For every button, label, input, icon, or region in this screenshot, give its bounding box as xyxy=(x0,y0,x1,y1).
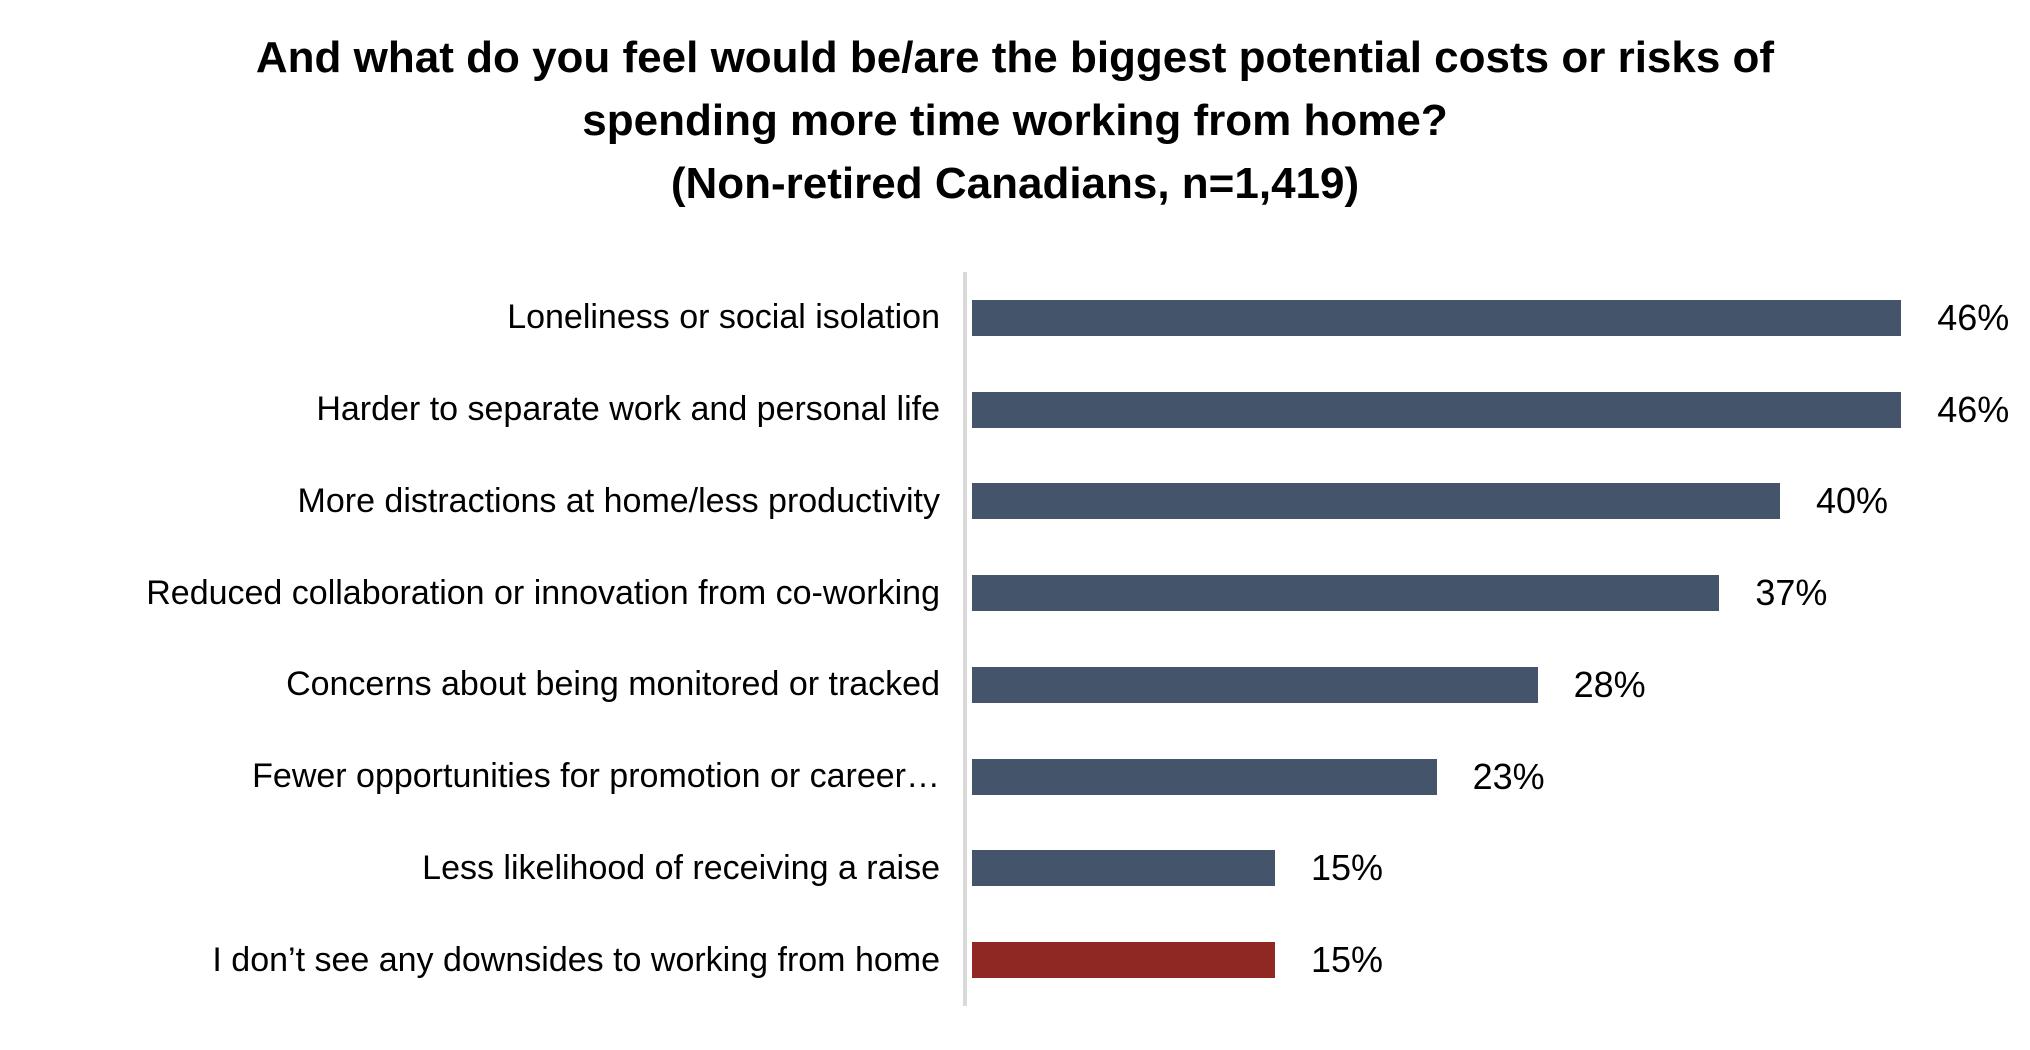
bar-track: 23% xyxy=(972,756,1982,798)
bar xyxy=(972,850,1275,887)
plot-area: Loneliness or social isolation 46% Harde… xyxy=(0,272,2030,1006)
value-label: 37% xyxy=(1755,572,1828,614)
value-label: 46% xyxy=(1937,388,2010,430)
bar xyxy=(972,483,1780,520)
chart-title: And what do you feel would be/are the bi… xyxy=(0,26,2030,215)
bar xyxy=(972,942,1275,979)
chart-title-line-2: spending more time working from home? xyxy=(582,96,1448,145)
category-label: More distractions at home/less productiv… xyxy=(297,481,940,520)
chart-title-line-3: (Non-retired Canadians, n=1,419) xyxy=(670,159,1360,208)
bar xyxy=(972,391,1902,428)
value-label: 46% xyxy=(1937,296,2010,338)
bar-row: Fewer opportunities for promotion or car… xyxy=(0,731,2030,823)
bar-track: 46% xyxy=(972,389,2009,431)
bar-row: Reduced collaboration or innovation from… xyxy=(0,547,2030,639)
category-label: Reduced collaboration or innovation from… xyxy=(146,573,940,612)
value-label: 28% xyxy=(1573,663,1646,705)
bar xyxy=(972,575,1720,612)
category-label: Loneliness or social isolation xyxy=(507,298,940,337)
category-label: Harder to separate work and personal lif… xyxy=(316,390,940,429)
axis-line xyxy=(963,272,967,1006)
bar-row: I don’t see any downsides to working fro… xyxy=(0,914,2030,1006)
value-label: 15% xyxy=(1311,939,1384,981)
bar xyxy=(972,666,1538,703)
value-label: 15% xyxy=(1311,847,1384,889)
bar-row: Less likelihood of receiving a raise 15% xyxy=(0,823,2030,915)
bar-row: Harder to separate work and personal lif… xyxy=(0,364,2030,456)
bar-rows: Loneliness or social isolation 46% Harde… xyxy=(0,272,2030,1006)
bar-track: 15% xyxy=(972,847,1982,889)
value-label: 40% xyxy=(1816,480,1889,522)
category-label: Less likelihood of receiving a raise xyxy=(422,848,940,887)
bar-row: More distractions at home/less productiv… xyxy=(0,456,2030,548)
category-label: Concerns about being monitored or tracke… xyxy=(286,665,940,704)
bar-row: Loneliness or social isolation 46% xyxy=(0,272,2030,364)
bar-row: Concerns about being monitored or tracke… xyxy=(0,639,2030,731)
bar-track: 28% xyxy=(972,664,1982,706)
value-label: 23% xyxy=(1472,755,1545,797)
bar-track: 15% xyxy=(972,939,1982,981)
bar xyxy=(972,758,1437,795)
bar xyxy=(972,299,1902,336)
category-label: Fewer opportunities for promotion or car… xyxy=(252,757,940,796)
category-label: I don’t see any downsides to working fro… xyxy=(212,940,940,979)
bar-track: 46% xyxy=(972,297,2009,339)
bar-track: 37% xyxy=(972,572,1982,614)
chart-title-line-1: And what do you feel would be/are the bi… xyxy=(255,33,1775,82)
bar-track: 40% xyxy=(972,480,1982,522)
